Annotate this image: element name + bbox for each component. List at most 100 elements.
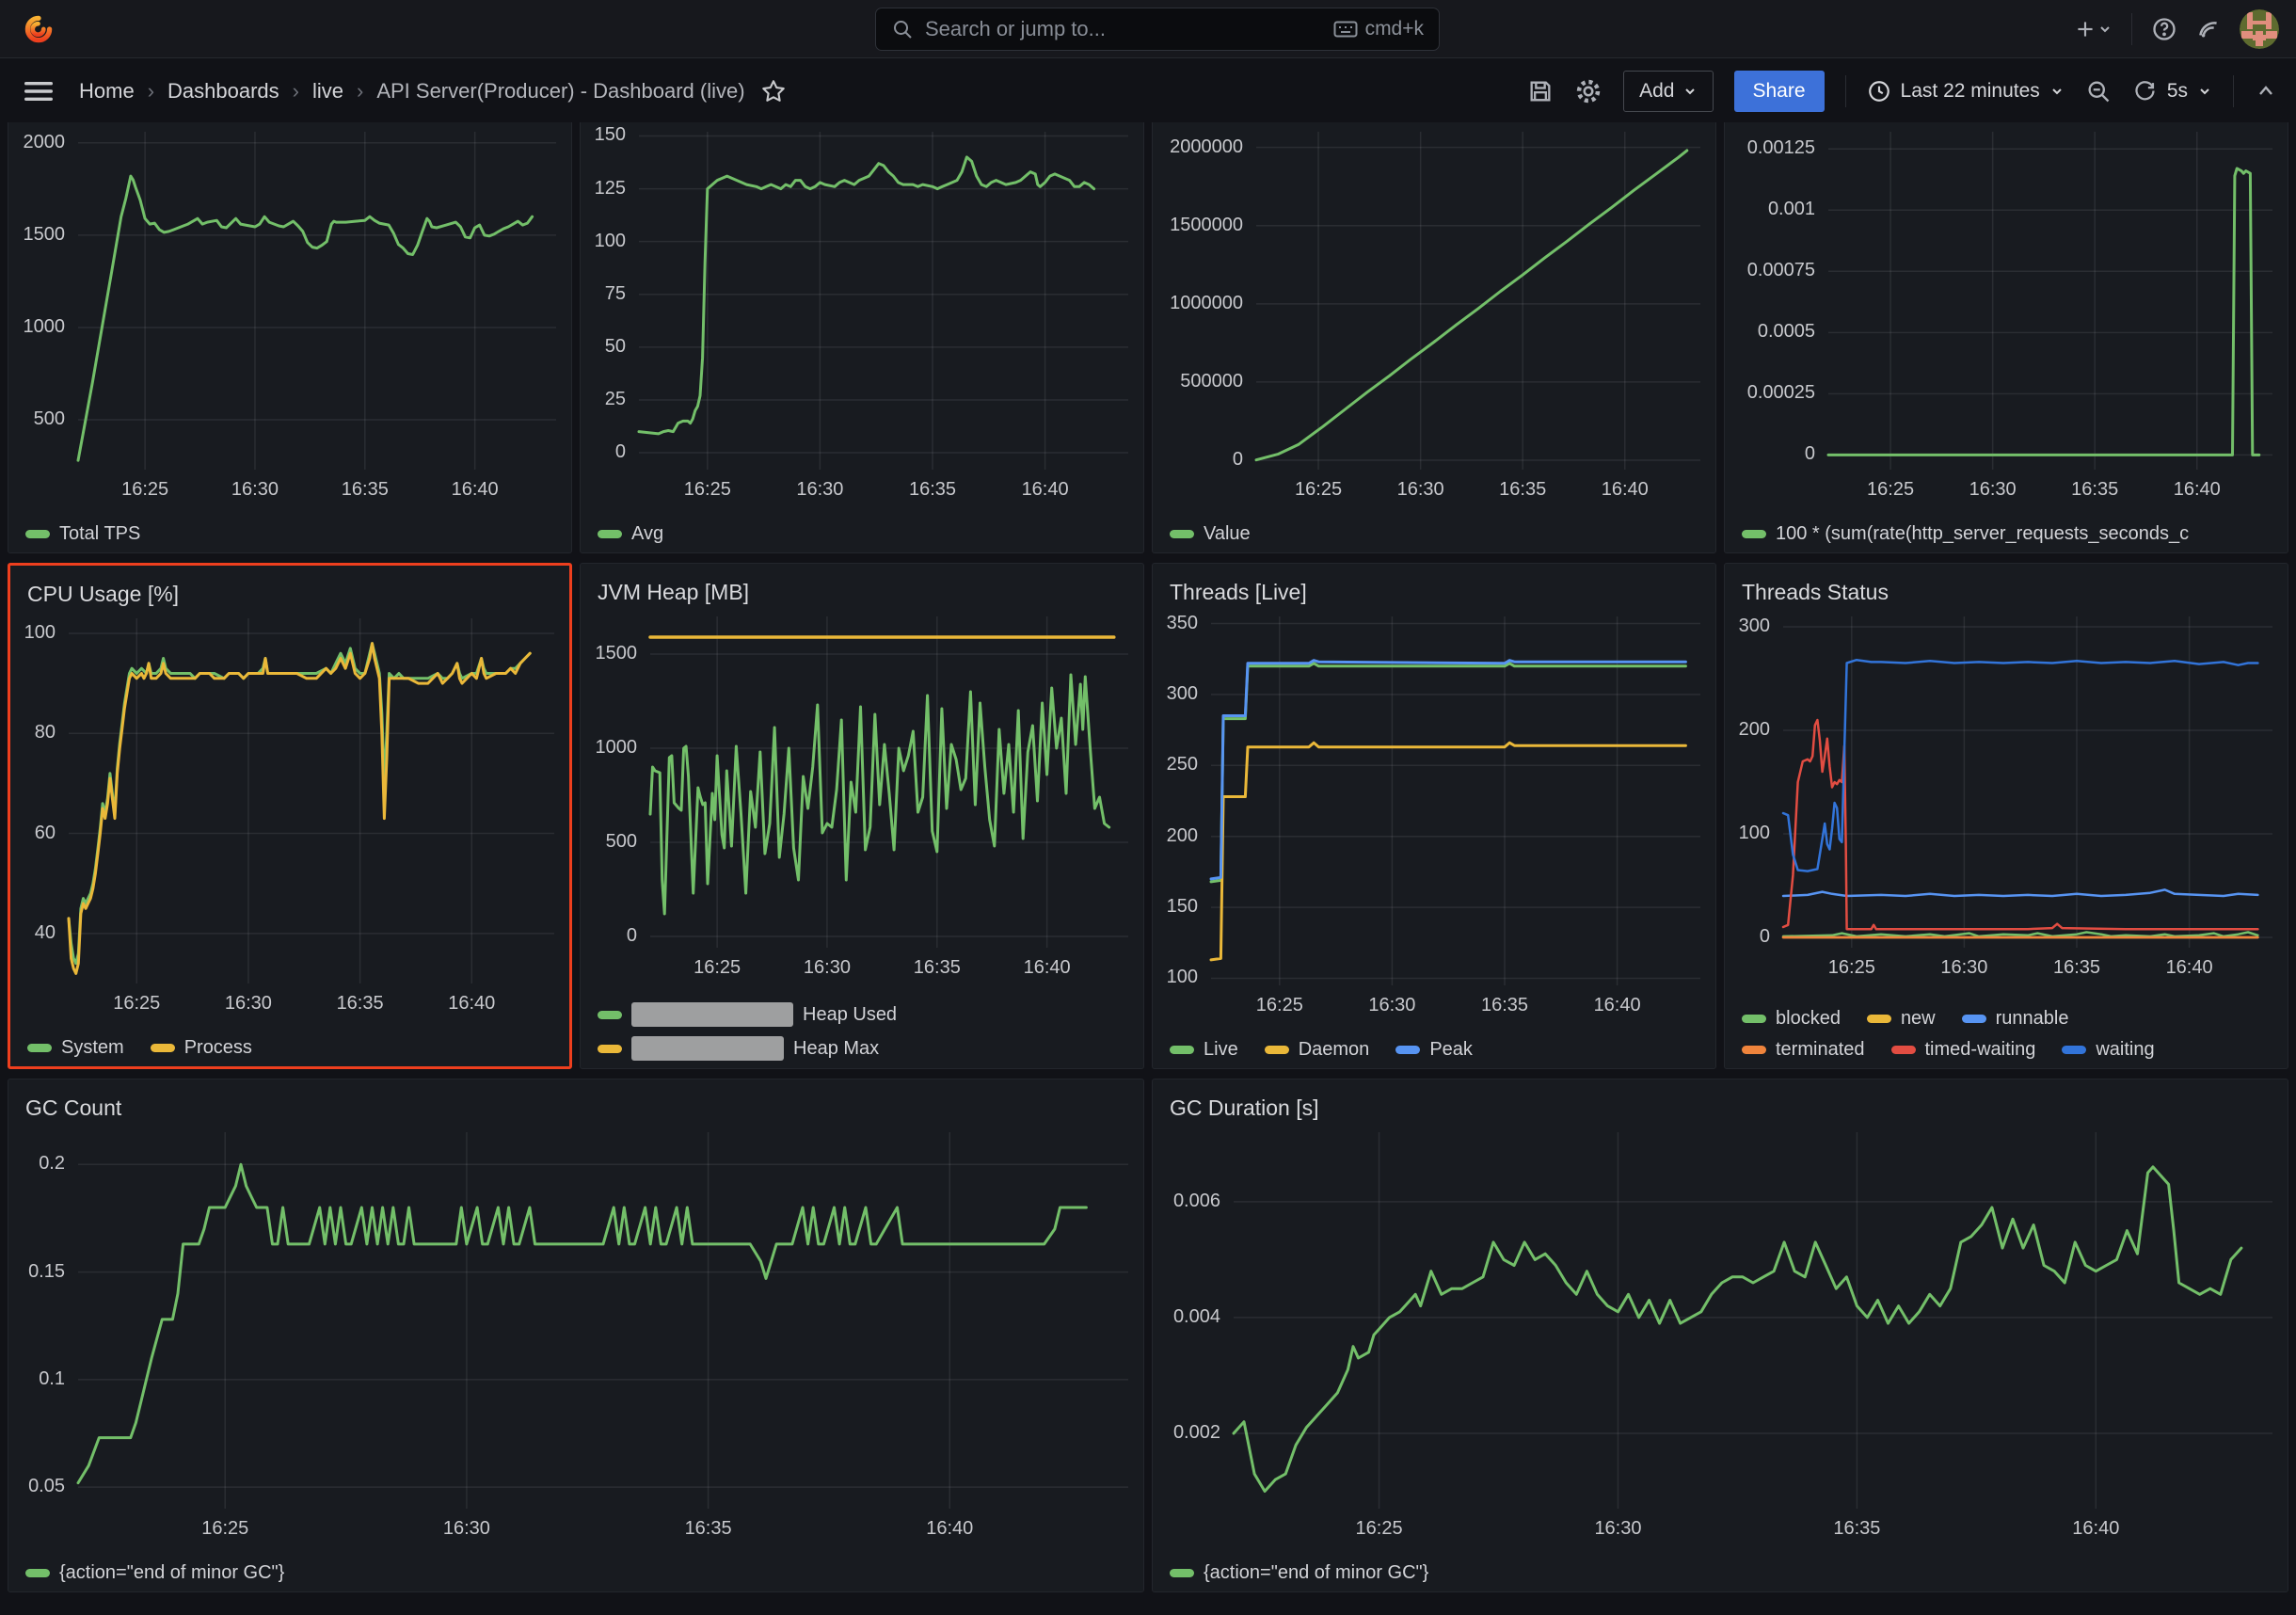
legend-swatch [1170, 1569, 1194, 1577]
legend-item[interactable]: Live [1170, 1039, 1238, 1061]
panel-cpu-usage: CPU Usage [%] 40 60 80 100 16:25 16:30 16:35 16… [8, 563, 572, 1069]
chart-canvas[interactable] [1725, 607, 2288, 1068]
legend-item[interactable]: new [1866, 1008, 1936, 1030]
share-button[interactable]: Share [1733, 70, 1825, 112]
breadcrumb-live[interactable]: live [311, 78, 343, 103]
legend-item[interactable]: Total TPS [25, 523, 140, 545]
save-dashboard-button[interactable] [1527, 78, 1554, 104]
chart-cpu-usage[interactable]: 40 60 80 100 16:25 16:30 16:35 16:40 System Proce… [10, 609, 569, 1066]
y-axis-tick: 0.2 [39, 1153, 65, 1175]
legend-swatch [598, 1010, 622, 1019]
create-new-button[interactable] [2073, 17, 2113, 41]
legend-item[interactable]: Heap Max [598, 1036, 879, 1061]
chart-canvas[interactable] [1153, 607, 1715, 1068]
x-axis-tick: 16:40 [1601, 479, 1649, 500]
grafana-logo-icon[interactable] [21, 11, 56, 47]
news-rss-button[interactable] [2196, 17, 2221, 41]
chart-threads-status[interactable]: 0 100 200 300 16:25 16:30 16:35 16:40 blocked new… [1725, 607, 2288, 1068]
refresh-picker[interactable]: 5s [2132, 78, 2212, 104]
y-axis-tick: 100 [1738, 823, 1770, 843]
legend-swatch [1961, 1015, 1986, 1023]
x-axis-tick: 16:25 [1295, 479, 1343, 500]
legend-item[interactable]: waiting [2062, 1039, 2155, 1061]
help-button[interactable] [2151, 16, 2177, 42]
panel-threads-status: Threads Status 0 100 200 300 16:25 16:30 16:35… [1724, 563, 2288, 1069]
panel-title-gc-count[interactable]: GC Count [25, 1095, 122, 1120]
x-axis-tick: 16:30 [442, 1518, 490, 1539]
chart-avg[interactable]: 0 25 50 75 100 125 150 16:25 16:30 16:35 16:40 Avg [581, 122, 1143, 552]
chart-error-rate[interactable]: 0 0.00025 0.0005 0.00075 0.001 0.00125 16:25 16… [1725, 122, 2288, 552]
chart-canvas[interactable] [1153, 122, 1715, 552]
legend-item[interactable]: 100 * (sum(rate(http_server_requests_sec… [1742, 523, 2189, 545]
panel-title-threads-status[interactable]: Threads Status [1742, 579, 1889, 604]
menu-button[interactable] [24, 80, 53, 103]
user-avatar[interactable] [2240, 9, 2279, 49]
x-axis-tick: 16:40 [1023, 957, 1071, 978]
legend-item[interactable]: Process [150, 1037, 252, 1059]
legend-item[interactable]: Peak [1395, 1039, 1473, 1061]
chart-value[interactable]: 0 500000 1000000 1500000 2000000 16:25 16:30 16… [1153, 122, 1715, 552]
legend-item[interactable]: System [27, 1037, 124, 1059]
legend-item[interactable]: Value [1170, 523, 1251, 545]
chart-jvm-heap[interactable]: 0 500 1000 1500 16:25 16:30 16:35 16:40 Heap Use… [581, 607, 1143, 1068]
breadcrumb-home[interactable]: Home [79, 78, 135, 103]
legend-item[interactable]: runnable [1961, 1008, 2068, 1030]
chart-canvas[interactable] [8, 122, 571, 552]
chart-legend: System Process [27, 1037, 556, 1059]
legend-item[interactable]: {action="end of minor GC"} [1170, 1562, 1428, 1584]
favorite-button[interactable] [760, 78, 787, 104]
chart-total-tps[interactable]: 500 1000 1500 2000 16:25 16:30 16:35 16:40 Total… [8, 122, 571, 552]
legend-item[interactable]: Avg [598, 523, 663, 545]
avatar-pixel-image [2240, 9, 2279, 49]
panel-title-threads-live[interactable]: Threads [Live] [1170, 579, 1307, 604]
panel-title-gc-duration[interactable]: GC Duration [s] [1170, 1095, 1319, 1120]
y-axis-tick: 100 [24, 621, 56, 643]
chart-gc-duration[interactable]: 0.002 0.004 0.006 16:25 16:30 16:35 16:40 {acti… [1153, 1123, 2288, 1591]
search-icon [894, 21, 912, 39]
chart-canvas[interactable] [1725, 122, 2288, 552]
legend-label: Heap Used [803, 1003, 898, 1025]
x-axis-tick: 16:40 [2072, 1518, 2120, 1539]
y-axis-tick: 100 [1166, 967, 1198, 988]
panel-jvm-heap: JVM Heap [MB] 0 500 1000 1500 16:25 16:30 16:3… [580, 563, 1144, 1069]
chart-canvas[interactable] [581, 122, 1143, 552]
panel-title-cpu-usage[interactable]: CPU Usage [%] [27, 581, 180, 606]
y-axis-tick: 1000000 [1170, 292, 1243, 313]
legend-swatch [27, 1044, 52, 1052]
x-axis-tick: 16:30 [1969, 479, 2017, 500]
legend-swatch [2062, 1046, 2087, 1054]
series-system [67, 642, 532, 966]
breadcrumb-separator: › [357, 78, 364, 103]
chart-gc-count[interactable]: 0.05 0.1 0.15 0.2 16:25 16:30 16:35 16:40 {actio… [8, 1123, 1143, 1591]
breadcrumb-dashboards[interactable]: Dashboards [167, 78, 279, 103]
legend-item[interactable]: blocked [1742, 1008, 1841, 1030]
chevron-down-icon [1684, 88, 1695, 94]
legend-label: Total TPS [59, 523, 141, 544]
chevron-down-icon [2100, 26, 2110, 33]
chart-canvas[interactable] [581, 607, 1143, 1068]
add-panel-button[interactable]: Add [1623, 70, 1714, 112]
zoom-out-time-button[interactable] [2085, 78, 2112, 104]
y-axis-tick: 300 [1166, 682, 1198, 704]
chart-canvas[interactable] [1153, 1123, 2288, 1591]
y-axis-tick: 150 [1166, 896, 1198, 918]
collapse-toolbar-button[interactable] [2255, 80, 2277, 103]
search-input[interactable]: Search or jump to... cmd+k [875, 8, 1440, 51]
panel-title-jvm-heap[interactable]: JVM Heap [MB] [598, 579, 750, 604]
chart-canvas[interactable] [10, 609, 569, 1066]
legend-item[interactable]: {action="end of minor GC"} [25, 1562, 284, 1584]
chart-threads-live[interactable]: 100 150 200 250 300 350 16:25 16:30 16:35 16:40 Li… [1153, 607, 1715, 1068]
legend-item[interactable]: Heap Used [598, 1002, 897, 1027]
legend-item[interactable]: Daemon [1264, 1039, 1369, 1061]
legend-item[interactable]: timed-waiting [1890, 1039, 2035, 1061]
y-axis-tick: 0.05 [28, 1476, 65, 1497]
star-icon [761, 79, 785, 102]
time-range-picker[interactable]: Last 22 minutes [1867, 79, 2065, 104]
clock-icon [1868, 80, 1889, 102]
legend-item[interactable]: terminated [1742, 1039, 1865, 1061]
dashboard-settings-button[interactable] [1574, 77, 1602, 105]
chart-canvas[interactable] [8, 1123, 1143, 1591]
chart-legend: Value [1170, 523, 1702, 545]
redacted-label [631, 1002, 793, 1027]
x-axis-tick: 16:35 [2071, 479, 2119, 500]
